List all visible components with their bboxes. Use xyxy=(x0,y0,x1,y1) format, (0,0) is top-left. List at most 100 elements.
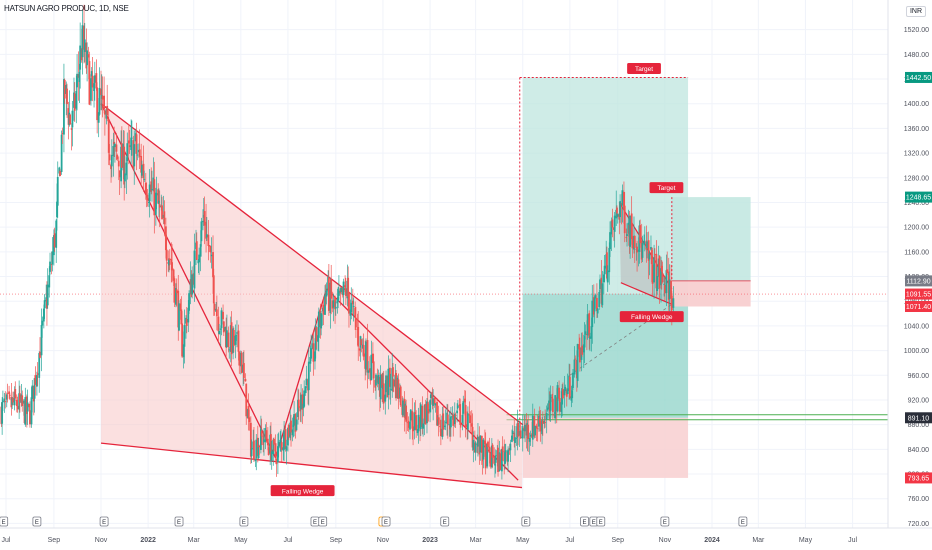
candle-body xyxy=(629,215,632,247)
currency-label[interactable]: INR xyxy=(905,6,926,17)
candle-body xyxy=(651,264,654,284)
candle-body xyxy=(12,397,14,403)
candle-body xyxy=(39,351,41,358)
candle-body xyxy=(479,435,482,453)
candle-body xyxy=(2,400,4,402)
candle-body xyxy=(551,397,554,399)
candle-body xyxy=(217,316,220,332)
candle-body xyxy=(452,414,455,426)
candle-body xyxy=(293,414,296,426)
price-tick-label: 1400.00 xyxy=(904,101,929,108)
candle-body xyxy=(14,389,17,399)
event-marker-label: E xyxy=(2,520,6,526)
candle-body xyxy=(76,73,78,88)
candle-body xyxy=(273,439,275,445)
candle-body xyxy=(123,146,126,185)
candle-body xyxy=(168,259,170,266)
candle-body xyxy=(340,287,343,293)
candle-body xyxy=(636,246,638,253)
candle-body xyxy=(115,144,118,152)
candle-body xyxy=(280,441,282,443)
candle-body xyxy=(448,424,451,426)
candle-body xyxy=(646,241,649,248)
candle-body xyxy=(144,182,147,192)
price-tag-label: 1248.65 xyxy=(906,195,931,202)
candle-body xyxy=(198,254,201,263)
candle-body xyxy=(650,247,652,250)
candle-body xyxy=(276,446,279,463)
candle-body xyxy=(56,201,58,218)
candle-body xyxy=(623,191,625,210)
candle-body xyxy=(314,351,316,362)
candle-body xyxy=(584,331,587,335)
candle-body xyxy=(69,114,72,125)
candle-body xyxy=(471,426,474,448)
candle-body xyxy=(266,438,269,446)
candle-body xyxy=(534,425,537,436)
candle-body xyxy=(572,372,574,388)
price-tag-box xyxy=(905,191,932,203)
time-tick-label: Nov xyxy=(95,537,108,544)
earnings-marker xyxy=(99,516,109,527)
price-tag-label: 891.10 xyxy=(908,415,930,422)
candle-body xyxy=(507,449,509,462)
candle-body xyxy=(164,226,167,251)
candle-body xyxy=(90,78,92,101)
candle-body xyxy=(303,390,306,407)
candle-body xyxy=(165,249,168,261)
candle-body xyxy=(93,75,96,83)
candle-body xyxy=(158,200,160,204)
candle-body xyxy=(529,434,532,437)
candle-body xyxy=(142,163,145,179)
earnings-marker xyxy=(521,516,531,527)
candle-body xyxy=(126,143,129,162)
candle-body xyxy=(108,154,111,161)
candle-body xyxy=(446,414,449,425)
earnings-marker xyxy=(660,516,670,527)
event-marker-label: E xyxy=(663,520,667,526)
candle-body xyxy=(191,274,194,295)
candle-body xyxy=(609,232,611,250)
candle-body xyxy=(38,353,41,378)
candle-body xyxy=(185,318,188,326)
candle-body xyxy=(630,213,633,240)
candle-body xyxy=(665,270,668,294)
price-tick-label: 760.00 xyxy=(908,496,930,503)
small-wedge-lower xyxy=(620,282,673,305)
candle-body xyxy=(337,297,340,302)
candle-body xyxy=(474,442,477,453)
candle-body xyxy=(260,428,262,450)
candle-body xyxy=(443,425,446,427)
candle-body xyxy=(254,459,257,461)
candle-body xyxy=(270,434,272,460)
candle-body xyxy=(81,25,84,58)
candle-body xyxy=(330,279,333,299)
candle-body xyxy=(140,155,143,173)
candle-body xyxy=(464,404,467,427)
event-marker-label: E xyxy=(583,520,587,526)
candle-body xyxy=(155,193,158,196)
candle-body xyxy=(623,205,626,234)
candle-body xyxy=(558,398,561,412)
candle-body xyxy=(362,345,365,357)
candle-body xyxy=(63,79,65,135)
candle-body xyxy=(354,307,357,317)
candle-body xyxy=(655,253,658,289)
candle-body xyxy=(365,341,367,370)
candle-body xyxy=(202,220,204,223)
price-tick-label: 1520.00 xyxy=(904,27,929,34)
candle-body xyxy=(499,453,502,470)
price-tag-label: 793.65 xyxy=(908,475,930,482)
candle-body xyxy=(666,269,669,273)
candle-body xyxy=(207,234,210,247)
wedge-trendline xyxy=(100,442,523,489)
candle-body xyxy=(399,386,402,406)
candle-body xyxy=(372,361,375,379)
candle-body xyxy=(433,397,436,405)
candle-body xyxy=(151,188,153,190)
candle-body xyxy=(541,420,544,424)
candle-body xyxy=(212,252,214,278)
candle-body xyxy=(444,422,447,423)
